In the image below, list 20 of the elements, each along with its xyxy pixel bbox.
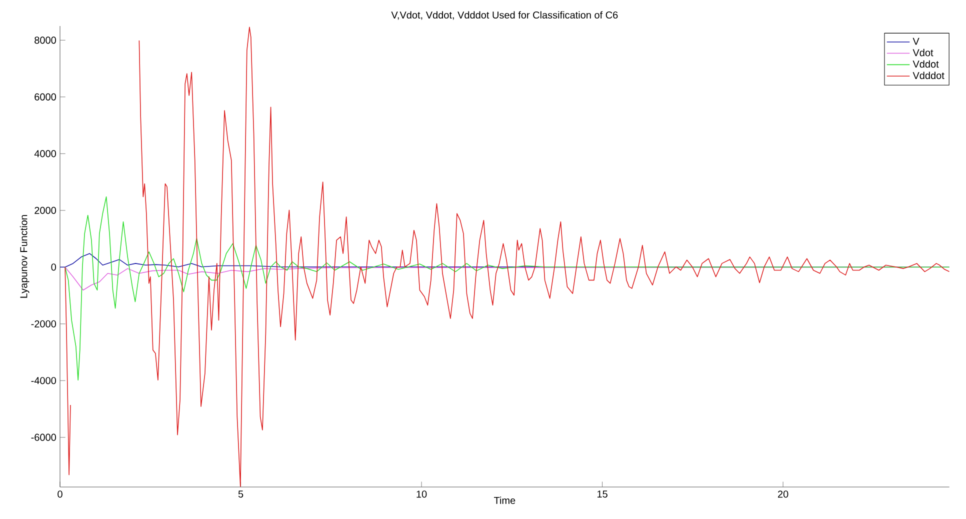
x-tick-label: 10 <box>416 490 427 498</box>
y-tick-label: -2000 <box>31 320 56 328</box>
x-tick-label: 5 <box>238 490 244 498</box>
legend-label: V <box>912 38 920 45</box>
legend-label: Vdddot <box>912 72 944 80</box>
y-tick-label: 0 <box>51 264 56 271</box>
y-axis-title: Lyapunov Function <box>20 215 30 298</box>
chart-title: V,Vdot, Vddot, Vdddot Used for Classification of C6 <box>391 11 618 20</box>
legend-label: Vddot <box>912 60 939 68</box>
y-tick-label: 4000 <box>34 150 56 158</box>
x-tick-label: 15 <box>597 490 608 498</box>
legend-label: Vdot <box>912 48 934 56</box>
y-tick-label: -4000 <box>31 377 56 384</box>
y-tick-label: 6000 <box>34 93 56 100</box>
x-tick-label: 20 <box>778 490 788 498</box>
y-tick-label: 2000 <box>34 206 56 214</box>
x-tick-label: 0 <box>58 490 62 498</box>
y-tick-label: 8000 <box>34 36 56 44</box>
y-tick-label: -6000 <box>31 434 56 441</box>
x-axis-title: Time <box>494 496 516 504</box>
